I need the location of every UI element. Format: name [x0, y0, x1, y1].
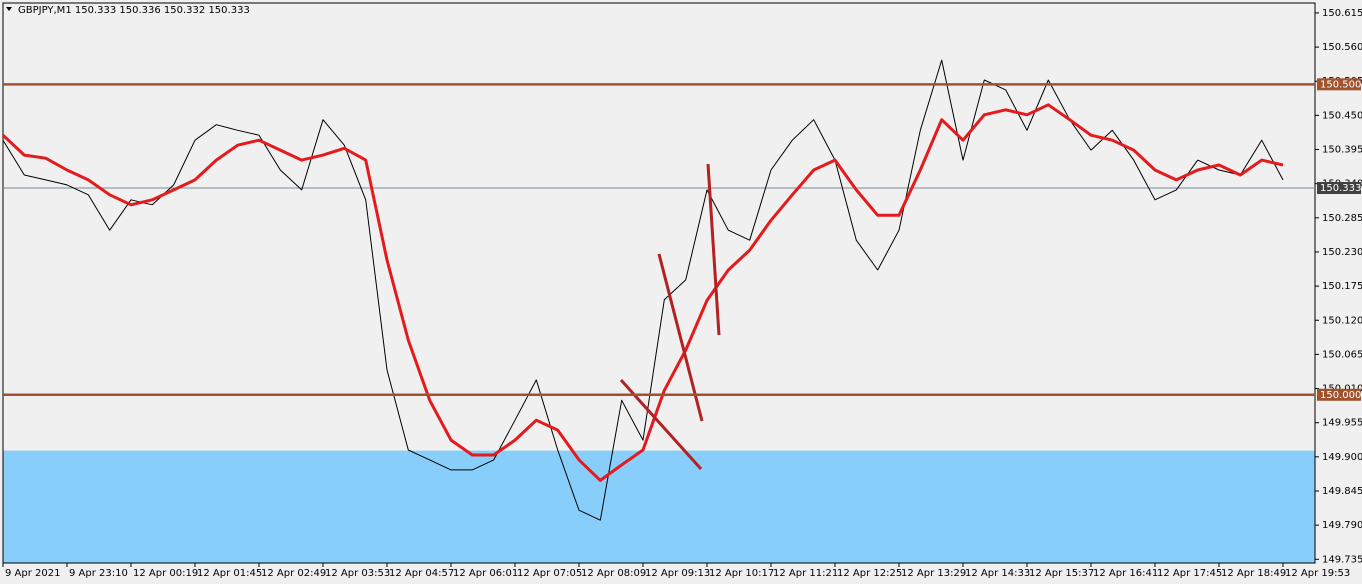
x-tick-label: 12 Apr 17:45 [1157, 568, 1222, 579]
x-tick-label: 12 Apr 15:37 [1029, 568, 1094, 579]
x-tick-label: 12 Apr 13:29 [901, 568, 966, 579]
x-tick-label: 12 Apr 18:49 [1221, 568, 1286, 579]
x-tick-label: 12 Apr 07:05 [517, 568, 582, 579]
y-tick-label: 150.615 [1322, 8, 1362, 19]
y-tick-label: 150.450 [1322, 110, 1362, 121]
last-price-label: 150.333 [1320, 183, 1361, 194]
level-label: 150.500 [1320, 79, 1361, 90]
x-tick-label: 12 Apr 01:45 [197, 568, 262, 579]
moving-average [1, 103, 1284, 482]
x-tick-label: 9 Apr 23:10 [69, 568, 128, 579]
y-tick-label: 150.120 [1322, 315, 1362, 326]
zone [3, 450, 1315, 563]
y-tick-label: 150.065 [1322, 349, 1362, 360]
last-price-box [1317, 182, 1361, 195]
y-tick-label: 149.845 [1322, 486, 1362, 497]
level-label: 150.000 [1320, 390, 1361, 401]
y-tick-label: 150.175 [1322, 281, 1362, 292]
y-tick-label: 150.395 [1322, 145, 1362, 156]
y-tick-label: 150.560 [1322, 42, 1362, 53]
trend-line [657, 253, 704, 422]
y-tick-label: 149.900 [1322, 452, 1362, 463]
level-label-box [1317, 388, 1361, 401]
x-tick-label: 12 Apr 19:53 [1285, 568, 1350, 579]
y-tick-label: 149.735 [1322, 554, 1362, 565]
x-tick-label: 12 Apr 16:41 [1093, 568, 1158, 579]
x-tick-label: 12 Apr 00:19 [133, 568, 198, 579]
y-tick-label: 150.230 [1322, 247, 1362, 258]
x-tick-label: 12 Apr 10:17 [709, 568, 774, 579]
x-tick-label: 12 Apr 09:13 [645, 568, 710, 579]
level-label-box [1317, 78, 1361, 91]
x-tick-label: 12 Apr 12:25 [837, 568, 902, 579]
menu-arrow[interactable] [6, 7, 12, 11]
x-tick-label: 12 Apr 14:33 [965, 568, 1030, 579]
x-tick-label: 12 Apr 03:53 [325, 568, 390, 579]
x-tick-label: 9 Apr 2021 [5, 568, 60, 579]
y-tick-label: 150.285 [1322, 213, 1362, 224]
x-tick-label: 12 Apr 08:09 [581, 568, 646, 579]
y-tick-label: 149.790 [1322, 520, 1362, 531]
chart-title: GBPJPY,M1 150.333 150.336 150.332 150.33… [18, 5, 250, 16]
y-tick-label: 149.955 [1322, 418, 1362, 429]
x-tick-label: 12 Apr 04:57 [389, 568, 454, 579]
x-tick-label: 12 Apr 11:21 [773, 568, 838, 579]
x-tick-label: 12 Apr 02:49 [261, 568, 326, 579]
trend-line [706, 163, 721, 336]
x-tick-label: 12 Apr 06:01 [453, 568, 518, 579]
plot-frame [2, 2, 1316, 564]
